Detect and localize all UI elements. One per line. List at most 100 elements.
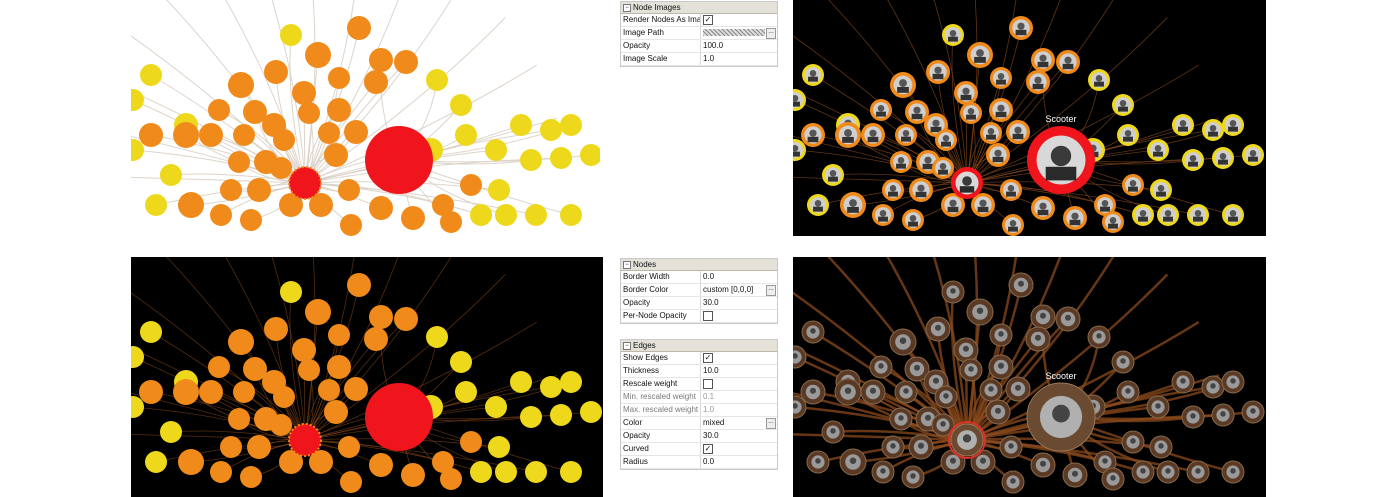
graph-node[interactable]: [1031, 196, 1055, 220]
node-circle[interactable]: [470, 204, 492, 226]
node-circle[interactable]: [298, 359, 320, 381]
node-circle[interactable]: [309, 193, 333, 217]
graph-node[interactable]: [793, 139, 806, 161]
graph-node[interactable]: [1009, 16, 1033, 40]
graph-node[interactable]: [298, 359, 320, 381]
property-checkbox[interactable]: ✓: [701, 14, 777, 26]
graph-node[interactable]: [327, 355, 351, 379]
graph-node[interactable]: [839, 448, 867, 476]
graph-node[interactable]: [280, 281, 302, 303]
graph-node[interactable]: [228, 408, 250, 430]
node-circle[interactable]: [440, 468, 462, 490]
node-circle[interactable]: [369, 305, 393, 329]
graph-node[interactable]: [967, 42, 993, 68]
graph-node[interactable]: [905, 100, 929, 124]
property-value[interactable]: 30.0: [701, 430, 777, 442]
graph-view-faded-images[interactable]: Scooter: [793, 257, 1266, 497]
node-circle[interactable]: [289, 167, 321, 199]
graph-node[interactable]: [793, 395, 807, 419]
node-circle[interactable]: [173, 379, 199, 405]
graph-node[interactable]: [233, 381, 255, 403]
node-circle[interactable]: [160, 421, 182, 443]
graph-node[interactable]: [394, 50, 418, 74]
node-circle[interactable]: [139, 123, 163, 147]
graph-node[interactable]: [860, 379, 886, 405]
graph-view-images[interactable]: Scooter: [793, 0, 1266, 236]
node-circle[interactable]: [495, 461, 517, 483]
graph-node[interactable]: [550, 404, 572, 426]
node-circle[interactable]: [432, 451, 454, 473]
graph-node[interactable]: [1132, 204, 1154, 226]
graph-node[interactable]: [926, 60, 950, 84]
node-circle[interactable]: [318, 122, 340, 144]
graph-node[interactable]: [835, 122, 861, 148]
graph-node[interactable]: [525, 461, 547, 483]
graph-node[interactable]: [510, 371, 532, 393]
graph-node[interactable]: [488, 436, 510, 458]
graph-node[interactable]: [510, 114, 532, 136]
node-circle[interactable]: [233, 124, 255, 146]
graph-node[interactable]: [806, 450, 830, 474]
node-circle[interactable]: [199, 380, 223, 404]
graph-node[interactable]: [309, 193, 333, 217]
graph-node[interactable]: [889, 328, 917, 356]
graph-node[interactable]: [801, 123, 825, 147]
graph-node[interactable]: [210, 204, 232, 226]
graph-node[interactable]: [240, 209, 262, 231]
graph-node[interactable]: [931, 413, 955, 437]
graph-node[interactable]: [369, 196, 393, 220]
graph-node[interactable]: [909, 178, 933, 202]
graph-node[interactable]: [131, 396, 144, 418]
graph-node[interactable]: [889, 407, 913, 431]
graph-node[interactable]: [228, 72, 254, 98]
hub-node-primary[interactable]: [951, 167, 983, 199]
graph-node[interactable]: [560, 204, 582, 226]
graph-node[interactable]: [178, 192, 204, 218]
graph-node[interactable]: [1149, 435, 1173, 459]
graph-node[interactable]: [139, 123, 163, 147]
graph-node[interactable]: [1172, 114, 1194, 136]
graph-node[interactable]: [139, 380, 163, 404]
graph-node[interactable]: [902, 209, 924, 231]
node-circle[interactable]: [233, 381, 255, 403]
node-circle[interactable]: [210, 204, 232, 226]
property-value[interactable]: 100.0: [701, 40, 777, 52]
graph-node[interactable]: [953, 337, 979, 363]
node-circle[interactable]: [327, 355, 351, 379]
node-circle[interactable]: [160, 164, 182, 186]
graph-node[interactable]: [309, 450, 333, 474]
graph-node[interactable]: [985, 399, 1011, 425]
graph-node[interactable]: [525, 204, 547, 226]
graph-node[interactable]: [1202, 119, 1224, 141]
node-circle[interactable]: [540, 119, 562, 141]
node-circle[interactable]: [560, 461, 582, 483]
graph-node[interactable]: [210, 461, 232, 483]
hub-node-scooter[interactable]: [1027, 126, 1095, 194]
graph-node[interactable]: [160, 421, 182, 443]
node-circle[interactable]: [440, 211, 462, 233]
graph-node[interactable]: [432, 451, 454, 473]
node-circle[interactable]: [364, 327, 388, 351]
node-circle[interactable]: [264, 60, 288, 84]
node-circle[interactable]: [432, 194, 454, 216]
graph-node[interactable]: [1186, 460, 1210, 484]
node-circle[interactable]: [178, 449, 204, 475]
graph-node[interactable]: [881, 435, 905, 459]
graph-node[interactable]: [328, 324, 350, 346]
graph-node[interactable]: [1102, 211, 1124, 233]
graph-node[interactable]: [1187, 204, 1209, 226]
node-circle[interactable]: [240, 466, 262, 488]
node-circle[interactable]: [270, 414, 292, 436]
graph-node[interactable]: [280, 24, 302, 46]
node-circle[interactable]: [560, 371, 582, 393]
hub-node-primary[interactable]: [288, 423, 322, 457]
graph-node[interactable]: [228, 151, 250, 173]
graph-node[interactable]: [394, 307, 418, 331]
graph-node[interactable]: [800, 379, 826, 405]
graph-node[interactable]: [989, 98, 1013, 122]
graph-node[interactable]: [1146, 395, 1170, 419]
graph-node[interactable]: [1117, 124, 1139, 146]
property-value[interactable]: custom [0,0,0]…: [701, 284, 777, 296]
graph-node[interactable]: [401, 206, 425, 230]
graph-node[interactable]: [426, 326, 448, 348]
